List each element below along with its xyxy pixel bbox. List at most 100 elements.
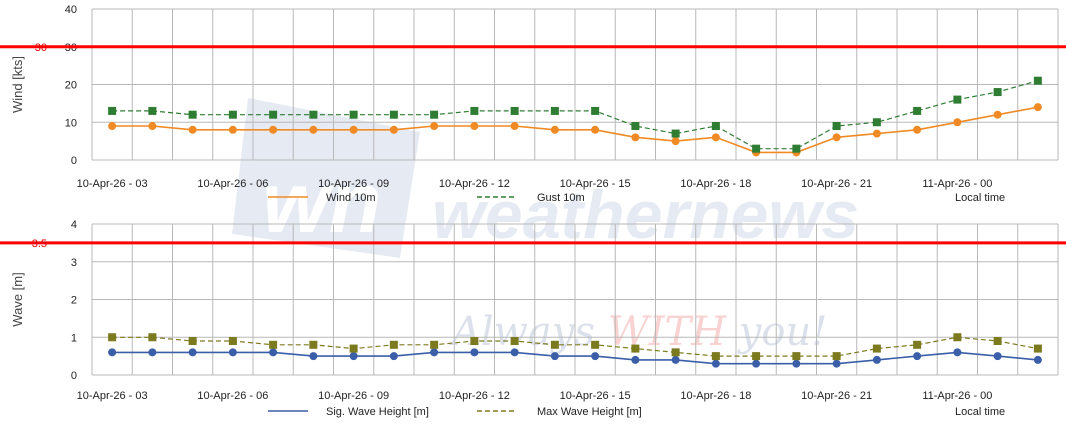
- wave-series-1-point: [591, 340, 600, 349]
- wave-series-0-point: [470, 348, 479, 357]
- wave-series-0-point: [309, 352, 318, 361]
- wave-series-0-point: [913, 352, 922, 361]
- wave-series-0-line: [112, 351, 1038, 365]
- wind-series-0-point: [269, 125, 278, 134]
- wind-series-1-point: [108, 106, 117, 115]
- wave-series-1-point: [510, 337, 519, 346]
- wind-legend-label-0: Wind 10m: [326, 192, 376, 204]
- wind-series-1-point: [148, 106, 157, 115]
- wave-y-tick-label: 4: [71, 219, 77, 231]
- wave-series-0-point: [671, 355, 680, 364]
- wave-series-1-point: [228, 337, 237, 346]
- wind-series-0-line: [112, 106, 1039, 154]
- wind-series-1-point: [792, 144, 801, 153]
- wind-series-1-point: [631, 122, 640, 131]
- wave-series-1-point: [389, 340, 398, 349]
- wave-y-tick-label: 1: [71, 332, 77, 344]
- wind-series-1-point: [188, 110, 197, 119]
- wave-series-1-point: [269, 340, 278, 349]
- wind-series-1-point: [269, 110, 278, 119]
- wind-series-1-point: [349, 110, 358, 119]
- wave-series-0-point: [430, 348, 439, 357]
- wind-x-tick-label: 10-Apr-26 - 15: [560, 178, 631, 190]
- wind-series-1-point: [309, 110, 318, 119]
- wave-series-0-point: [269, 348, 278, 357]
- wave-series-0-point: [631, 355, 640, 364]
- wave-series-1-point: [1033, 344, 1042, 353]
- wind-series-0-point: [510, 122, 519, 131]
- wave-series-0-point: [550, 352, 559, 361]
- wind-series-0-point: [108, 122, 117, 131]
- wind-x-tick-label: 10-Apr-26 - 06: [197, 178, 268, 190]
- wind-series-0-point: [1033, 103, 1042, 112]
- wave-series-1-point: [470, 337, 479, 346]
- wave-series-0-point: [148, 348, 157, 357]
- wind-series-1-point: [510, 106, 519, 115]
- wind-threshold-label: 30: [35, 42, 47, 54]
- wave-series-1-point: [792, 352, 801, 361]
- wind-series-0-point: [993, 110, 1002, 119]
- wave-series-1-point: [631, 344, 640, 353]
- wave-series-0-point: [1033, 355, 1042, 364]
- wave-y-axis-title: Wave [m]: [10, 272, 25, 326]
- wind-series-0-point: [550, 125, 559, 134]
- wave-series-1-point: [913, 340, 922, 349]
- wave-series-0-point: [108, 348, 117, 357]
- wind-series-0-point: [953, 118, 962, 127]
- wind-series-0-point: [711, 133, 720, 142]
- wave-chart: 0 1 2 3 4 3.5 Wave [m] 10-Apr-26 - 03 10-Apr-26 …: [0, 219, 1066, 418]
- wave-legend-label-0: Sig. Wave Height [m]: [326, 406, 429, 418]
- wave-series-1-point: [349, 344, 358, 353]
- wind-series-1-point: [1033, 76, 1042, 85]
- wind-x-tick-label: 10-Apr-26 - 09: [318, 178, 389, 190]
- wind-series-0-point: [671, 137, 680, 146]
- wave-series-0-point: [752, 359, 761, 368]
- wave-x-tick-label: 11-Apr-26 - 00: [922, 390, 992, 402]
- wave-series-0-point: [872, 355, 881, 364]
- wave-x-tick-label: 10-Apr-26 - 18: [680, 390, 751, 402]
- wave-series-1-point: [711, 352, 720, 361]
- wave-series-0-point: [953, 348, 962, 357]
- wave-y-tick-label: 3: [71, 257, 77, 269]
- wave-series-0-point: [591, 352, 600, 361]
- wind-series-1-point: [591, 106, 600, 115]
- wind-series-1-point: [671, 129, 680, 138]
- wind-series-1-point: [711, 122, 720, 131]
- wave-series-0-point: [711, 359, 720, 368]
- wave-series-1-point: [108, 333, 117, 342]
- wind-y-axis-title: Wind [kts]: [10, 56, 25, 113]
- wave-series-1-point: [430, 340, 439, 349]
- wave-y-tick-label: 2: [71, 295, 77, 307]
- wave-x-note: Local time: [955, 406, 1005, 418]
- wave-x-tick-label: 10-Apr-26 - 06: [197, 390, 268, 402]
- wave-x-tick-label: 10-Apr-26 - 09: [318, 390, 389, 402]
- wind-x-tick-label: 10-Apr-26 - 12: [439, 178, 510, 190]
- watermark-logo-text: wn: [262, 155, 381, 251]
- wind-y-tick-label: 0: [71, 155, 77, 167]
- wind-x-tick-label: 10-Apr-26 - 03: [77, 178, 148, 190]
- wind-series-0-point: [832, 133, 841, 142]
- wave-series-1-point: [832, 352, 841, 361]
- wind-series-0-point: [470, 122, 479, 131]
- wave-series-1-point: [309, 340, 318, 349]
- wind-series-0-point: [349, 125, 358, 134]
- wind-x-tick-label: 11-Apr-26 - 00: [922, 178, 992, 190]
- wind-series-0-point: [631, 133, 640, 142]
- wave-series-1-point: [993, 337, 1002, 346]
- weathernews-watermark: wn weathernews: [232, 98, 859, 258]
- wind-chart: 01020304030Wind [kts]10-Apr-26 - 0310-Ap…: [0, 4, 1066, 204]
- wind-series-0-point: [309, 125, 318, 134]
- wind-series-1-point: [913, 106, 922, 115]
- wave-series-1-point: [953, 333, 962, 342]
- wind-legend-label-1: Gust 10m: [537, 192, 585, 204]
- wind-x-note: Local time: [955, 192, 1005, 204]
- wind-y-tick-label: 40: [65, 4, 77, 16]
- wind-series-1-line: [112, 80, 1039, 150]
- wind-y-tick-label: 20: [65, 80, 77, 92]
- wind-x-tick-label: 10-Apr-26 - 21: [801, 178, 872, 190]
- wave-series-1-line: [112, 336, 1039, 357]
- wave-x-tick-label: 10-Apr-26 - 03: [77, 390, 148, 402]
- wind-series-1-point: [550, 106, 559, 115]
- wave-series-1-point: [550, 340, 559, 349]
